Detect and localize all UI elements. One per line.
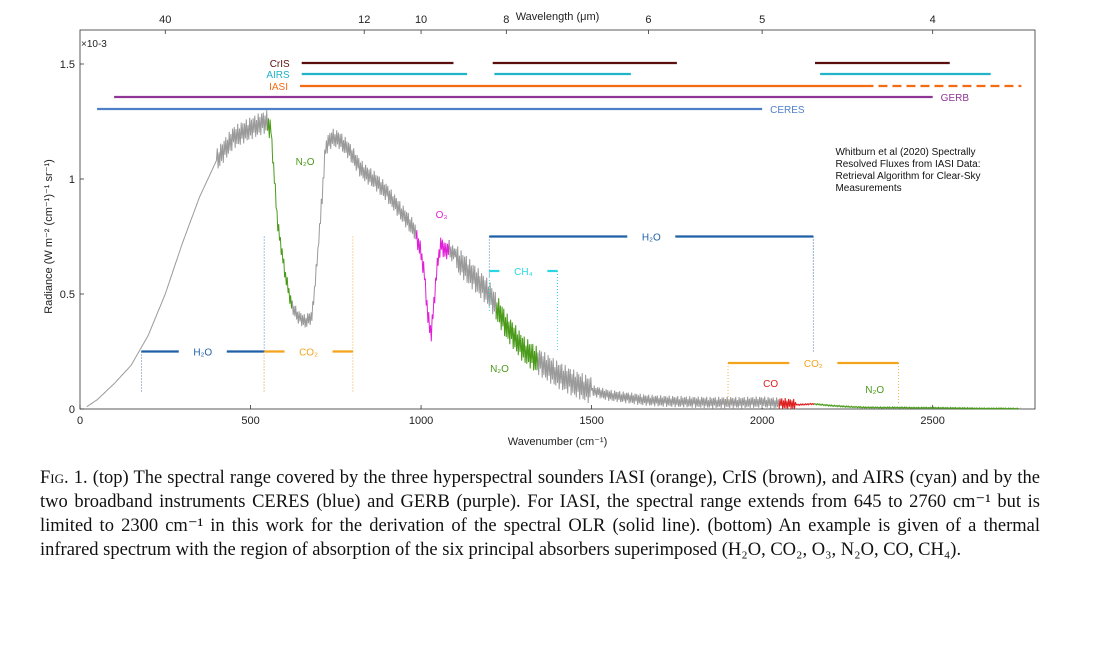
spectrum-segment <box>415 230 450 342</box>
y-tick-label: 1 <box>69 174 75 186</box>
x-tick-label: 1500 <box>579 415 603 427</box>
spectrum-segment <box>1018 407 1022 410</box>
top-tick-label: 10 <box>415 14 427 26</box>
spectrum-segment <box>267 118 293 309</box>
species-label: N₂O <box>296 157 315 168</box>
spectrum-chart-svg: 0 500 1000 1500 2000 2500 0 0.5 1 1.5 ×10-3 40 12 10 8… <box>43 11 1036 448</box>
region-label: H₂O <box>193 348 212 359</box>
top-tick-label: 6 <box>645 14 651 26</box>
spectrum-segment <box>778 398 815 410</box>
instrument-label: AIRS <box>266 70 290 81</box>
y-multiplier: ×10-3 <box>81 39 107 50</box>
x-tick-label: 1000 <box>409 415 433 427</box>
x-tick-label: 2000 <box>750 415 774 427</box>
figure-caption: Fig. 1. (top) The spectral range covered… <box>40 466 1040 562</box>
instrument-label: IASI <box>269 82 288 93</box>
species-label: N₂O <box>865 385 884 396</box>
spectrum-segment <box>86 110 269 408</box>
caption-text: (top) The spectral range covered by the … <box>40 468 1040 560</box>
region-label: CH₄ <box>514 267 533 278</box>
top-tick-label: 5 <box>759 14 765 26</box>
y-tick-label: 0 <box>69 404 75 416</box>
caption-prefix: Fig. 1. <box>40 468 88 488</box>
x-axis-label: Wavenumber (cm⁻¹) <box>508 436 608 448</box>
citation-annotation: Whitburn et al (2020) Spectrally <box>835 147 975 158</box>
region-label: CO₂ <box>804 359 823 370</box>
citation-annotation: Measurements <box>835 183 901 194</box>
instrument-label: GERB <box>941 93 970 104</box>
figure-chart: 0 500 1000 1500 2000 2500 0 0.5 1 1.5 ×10-3 40 12 10 8… <box>43 11 1036 448</box>
region-label: CO₂ <box>299 348 318 359</box>
y-tick-label: 1.5 <box>60 59 75 71</box>
species-label: O₃ <box>436 210 448 221</box>
y-tick-label: 0.5 <box>60 289 75 301</box>
spectrum-segment <box>813 402 1020 410</box>
citation-annotation: Resolved Fluxes from IASI Data: <box>835 159 980 170</box>
top-tick-label: 8 <box>503 14 509 26</box>
top-tick-label: 12 <box>358 14 370 26</box>
top-axis-label: Wavelength (μm) <box>516 11 600 23</box>
plot-frame <box>79 29 1036 410</box>
spectrum-segment <box>537 350 780 409</box>
top-tick-label: 40 <box>159 14 171 26</box>
spectrum-segment <box>495 298 539 371</box>
y-axis-label: Radiance (W m⁻² (cm⁻¹)⁻¹ sr⁻¹) <box>43 159 55 314</box>
x-tick-label: 2500 <box>920 415 944 427</box>
region-label: H₂O <box>642 233 661 244</box>
species-label: N₂O <box>490 364 509 375</box>
spectrum-segment <box>448 239 497 320</box>
instrument-label: CrIS <box>270 59 290 70</box>
x-tick-label: 0 <box>77 415 83 427</box>
spectrum-segment <box>291 128 417 328</box>
instrument-label: CERES <box>770 105 805 116</box>
citation-annotation: Retrieval Algorithm for Clear-Sky <box>835 171 980 182</box>
x-tick-label: 500 <box>241 415 259 427</box>
species-label: CO <box>763 379 778 390</box>
top-tick-label: 4 <box>930 14 936 26</box>
